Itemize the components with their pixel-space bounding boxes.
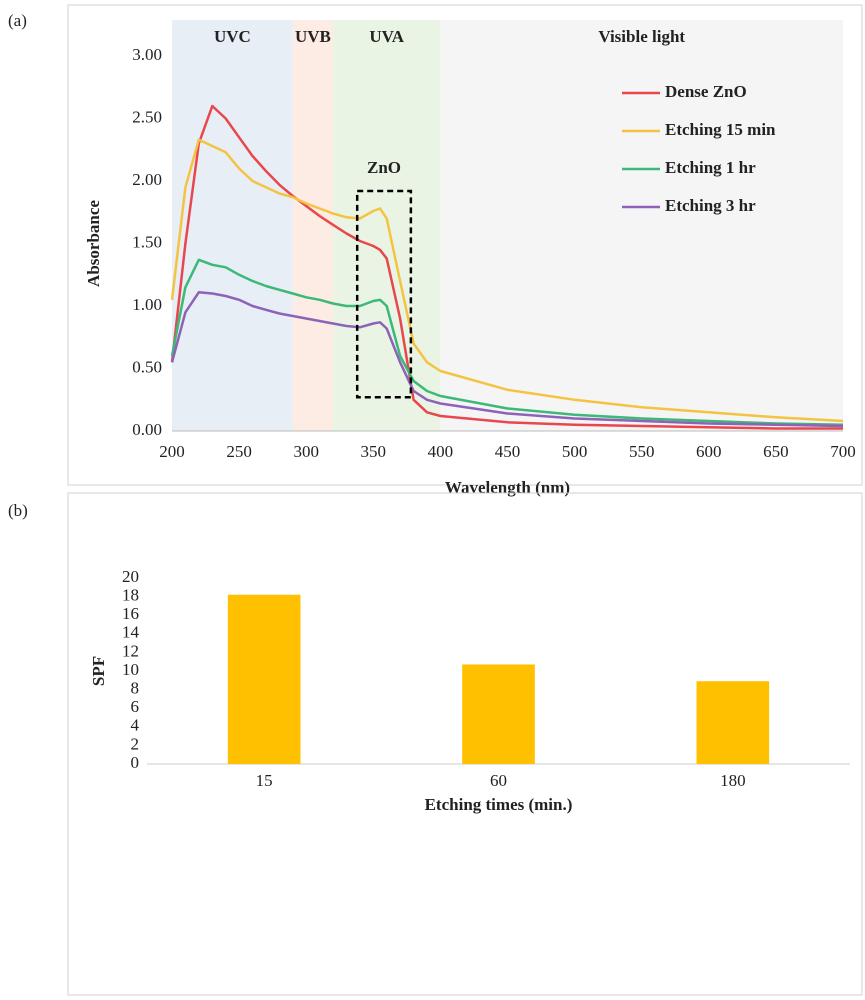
y-tick-label: 12 [122,641,139,660]
panel-frame [67,4,863,486]
y-tick-label: 18 [122,586,139,605]
x-axis-label: Etching times (min.) [425,795,573,814]
bar [696,681,770,764]
x-tick-label: 700 [830,442,856,461]
region-label: UVB [295,27,331,46]
y-axis-label: Absorbance [84,200,103,287]
legend-label: Dense ZnO [665,82,747,101]
x-tick-label: 300 [293,442,319,461]
legend-label: Etching 15 min [665,120,776,139]
y-tick-label: 2.50 [132,107,162,126]
y-tick-label: 1.50 [132,232,162,251]
x-tick-label: 200 [159,442,185,461]
x-tick-label: 15 [256,771,273,790]
x-tick-label: 500 [562,442,588,461]
region-band [333,20,441,431]
annotation-label: ZnO [367,158,401,177]
y-tick-label: 0.50 [132,357,162,376]
data-line [170,138,844,423]
y-tick-label: 8 [131,679,140,698]
region-label: UVC [214,27,251,46]
data-line [170,104,843,430]
y-tick-label: 14 [122,623,140,642]
panel-label: (a) [8,11,27,30]
x-tick-label: 450 [495,442,521,461]
x-tick-label: 250 [226,442,252,461]
y-axis-label: SPF [89,656,108,686]
y-tick-label: 4 [131,716,140,735]
region-band [292,20,334,431]
region-label: Visible light [598,27,685,46]
bar [227,594,301,764]
y-tick-label: 3.00 [132,45,162,64]
x-tick-label: 400 [428,442,454,461]
y-tick-label: 10 [122,660,139,679]
region-label: UVA [369,27,404,46]
legend-label: Etching 1 hr [665,158,756,177]
x-tick-label: 650 [763,442,789,461]
region-band [172,20,293,431]
region-band [440,20,843,431]
panel-label: (b) [8,501,28,520]
y-tick-label: 2.00 [132,170,162,189]
data-line [170,258,844,427]
x-tick-label: 550 [629,442,655,461]
x-tick-label: 350 [361,442,387,461]
x-tick-label: 180 [720,771,746,790]
x-tick-label: 60 [490,771,507,790]
data-line [170,291,844,428]
y-tick-label: 0 [131,753,140,772]
y-tick-label: 16 [122,604,139,623]
panel-frame [67,492,863,996]
y-tick-label: 20 [122,567,139,586]
y-tick-label: 0.00 [132,420,162,439]
bar [462,664,535,764]
legend-label: Etching 3 hr [665,196,756,215]
y-tick-label: 2 [131,734,140,753]
x-tick-label: 600 [696,442,722,461]
y-tick-label: 6 [131,697,140,716]
y-tick-label: 1.00 [132,295,162,314]
x-axis-label: Wavelength (nm) [445,478,570,497]
